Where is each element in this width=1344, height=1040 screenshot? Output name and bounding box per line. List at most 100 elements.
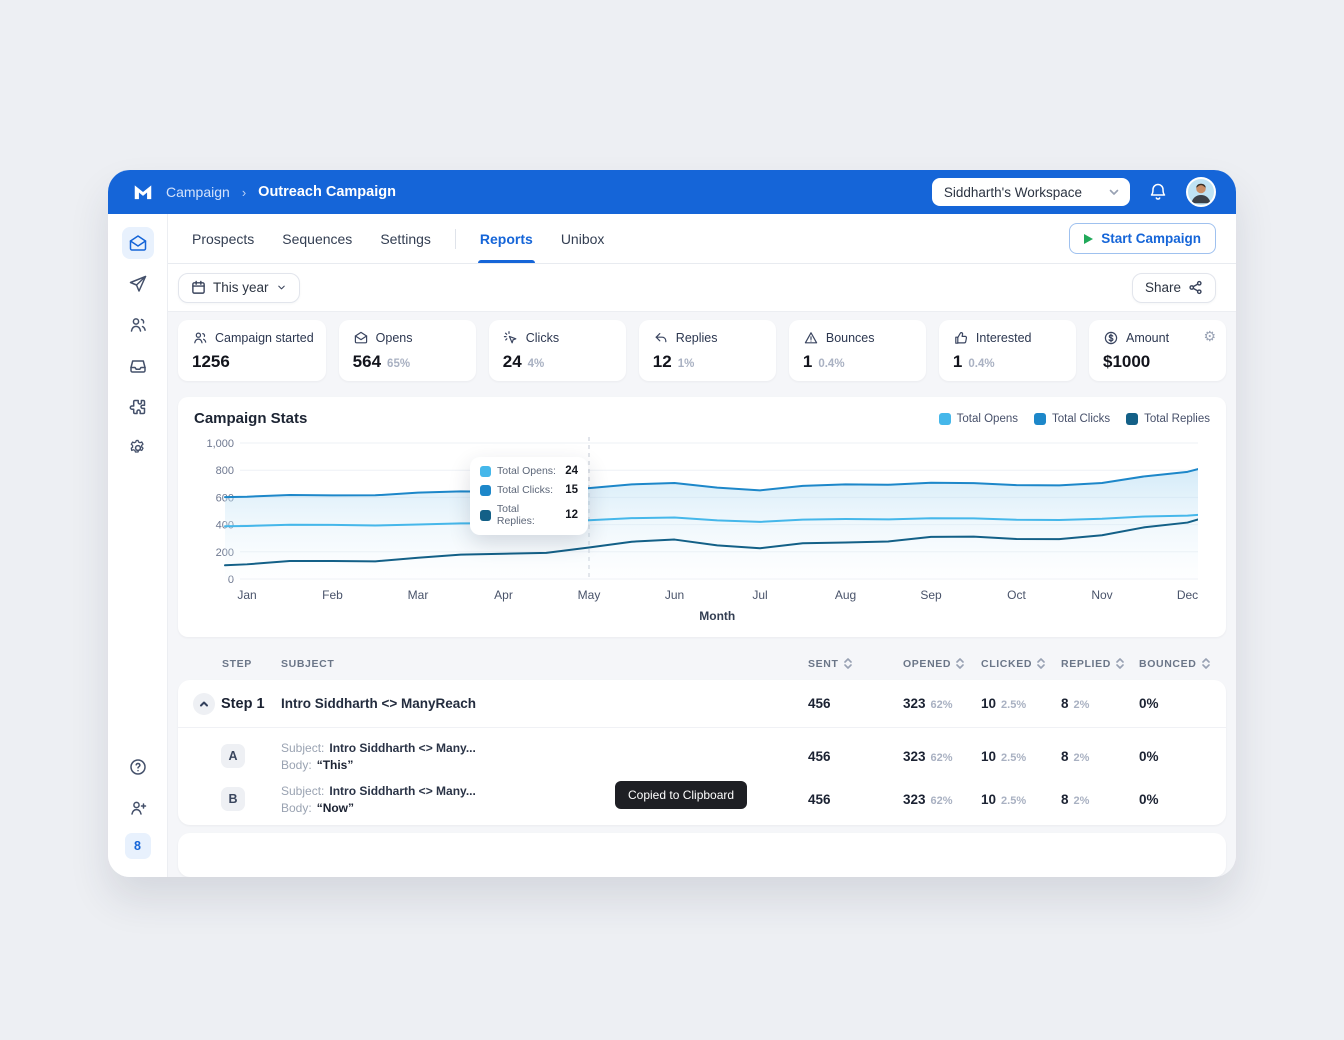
stat-value: 1	[952, 352, 963, 371]
svg-text:Sep: Sep	[920, 588, 942, 602]
stat-percent: 65%	[387, 358, 411, 370]
app-header: Campaign › Outreach Campaign Siddharth's…	[108, 170, 1236, 214]
mail-icon	[354, 331, 367, 344]
stat-value: 24	[502, 352, 522, 371]
column-opened[interactable]: OPENED	[903, 658, 981, 670]
stat-value: 12	[652, 352, 672, 371]
svg-text:Apr: Apr	[494, 588, 513, 602]
share-button[interactable]: Share	[1131, 272, 1216, 303]
stat-label: Interested	[975, 331, 1032, 345]
svg-text:Jun: Jun	[665, 588, 684, 602]
inbox-tray-icon	[129, 360, 146, 373]
stat-value: $1000	[1102, 352, 1151, 371]
breadcrumb-parent[interactable]: Campaign	[166, 184, 230, 200]
stat-percent: 0.4%	[818, 358, 845, 370]
bounced-value: 0%	[1139, 791, 1159, 807]
opened-value: 323 62%	[903, 696, 953, 711]
tab-unibox[interactable]: Unibox	[560, 230, 605, 247]
steps-table-header: STEP SUBJECT SENT OPENED CLICKED REPLIED…	[178, 647, 1226, 680]
stat-card-clicks: Clicks 24 4%	[488, 320, 626, 381]
step-subject: Intro Siddharth <> ManyReach	[281, 696, 477, 711]
stat-card-bounces: Bounces 1 0.4%	[788, 320, 926, 381]
replied-value: 8 2%	[1061, 791, 1090, 807]
subject-key: Subject:	[281, 783, 325, 798]
dollar-circle-icon	[1104, 331, 1118, 345]
variant-body: “This”	[316, 757, 354, 772]
column-sent[interactable]: SENT	[808, 658, 903, 670]
sort-icon	[956, 658, 964, 669]
variant-row-a[interactable]: A Subject: Intro Siddharth <> Many... Bod…	[178, 733, 1226, 779]
stat-label: Replies	[675, 331, 718, 345]
legend-total-opens: Total Opens	[938, 412, 1018, 425]
variant-subject: Intro Siddharth <> Many...	[329, 783, 476, 798]
sort-icon	[843, 658, 852, 669]
chart-tooltip: Total Opens: 24 Total Clicks: 15 Total Rep…	[470, 457, 588, 535]
column-clicked[interactable]: CLICKED	[981, 658, 1061, 670]
share-label: Share	[1144, 280, 1181, 295]
stat-label: Amount	[1125, 331, 1170, 345]
tab-bar: Prospects Sequences Settings Reports Uni…	[168, 214, 1236, 264]
column-replied[interactable]: REPLIED	[1061, 658, 1139, 670]
sidebar-item-inbox[interactable]	[122, 350, 154, 382]
variant-body: “Now”	[316, 800, 355, 815]
period-dropdown[interactable]: This year	[178, 272, 300, 303]
replied-value: 8 2%	[1061, 696, 1090, 711]
tab-settings[interactable]: Settings	[380, 230, 431, 247]
svg-text:Mar: Mar	[408, 588, 429, 602]
step-row[interactable]: Step 1 Intro Siddharth <> ManyReach 456 …	[178, 680, 1226, 727]
legend-swatch	[1126, 412, 1139, 425]
svg-text:Dec: Dec	[1177, 588, 1198, 602]
sidebar-item-campaigns[interactable]	[121, 227, 154, 259]
tab-prospects[interactable]: Prospects	[192, 230, 255, 247]
sidebar-item-send[interactable]	[122, 268, 154, 300]
collapse-step-button[interactable]	[193, 692, 215, 715]
stat-label: Campaign started	[215, 331, 314, 345]
sidebar-item-settings[interactable]	[122, 432, 154, 464]
start-campaign-button[interactable]: Start Campaign	[1069, 223, 1216, 254]
clicked-value: 10 2.5%	[981, 696, 1027, 711]
breadcrumb-separator: ›	[241, 184, 247, 200]
replied-value: 8 2%	[1061, 748, 1090, 764]
column-bounced[interactable]: BOUNCED	[1139, 658, 1214, 670]
sidebar-item-prospects[interactable]	[122, 309, 154, 341]
sidebar: 8	[108, 214, 168, 877]
period-label: This year	[213, 280, 269, 295]
help-circle-icon	[129, 759, 146, 775]
svg-text:Jul: Jul	[752, 588, 767, 602]
sent-value: 456	[808, 791, 831, 807]
sidebar-item-invite[interactable]	[122, 792, 154, 824]
tab-reports[interactable]: Reports	[466, 214, 547, 263]
users-icon	[194, 332, 207, 344]
sort-icon	[1116, 658, 1124, 669]
app-window: Campaign › Outreach Campaign Siddharth's…	[108, 170, 1236, 877]
sidebar-item-help[interactable]	[122, 751, 154, 783]
notifications-bell-icon[interactable]	[1148, 182, 1168, 202]
variant-row-b[interactable]: B Subject: Intro Siddharth <> Many... Bod…	[178, 779, 1226, 825]
stat-card-campaign-started: Campaign started 1256	[178, 320, 326, 381]
sent-value: 456	[808, 748, 831, 764]
tab-sequences[interactable]: Sequences	[282, 230, 353, 247]
sidebar-item-integrations[interactable]	[122, 391, 154, 423]
stat-card-replies: Replies 12 1%	[638, 320, 776, 381]
play-icon	[1084, 233, 1094, 244]
mail-open-icon	[129, 235, 146, 251]
stat-value: 1	[802, 352, 813, 371]
tooltip-row: Total Replies: 12	[480, 503, 578, 527]
next-step-card-partial[interactable]	[178, 833, 1226, 877]
sent-value: 456	[808, 696, 831, 711]
stat-percent: 4%	[527, 358, 545, 370]
gear-icon	[130, 439, 144, 453]
users-icon	[130, 318, 146, 332]
amount-settings-gear-icon[interactable]: ⚙	[1203, 328, 1217, 344]
variant-badge: A	[221, 744, 245, 768]
legend-swatch	[938, 412, 951, 425]
user-avatar[interactable]	[1186, 177, 1216, 207]
user-plus-icon	[130, 801, 146, 815]
sidebar-count-badge[interactable]: 8	[124, 833, 151, 859]
chevron-down-icon	[277, 285, 285, 290]
variant-subject: Intro Siddharth <> Many...	[329, 740, 476, 755]
chart-legend: Total Opens Total Clicks Total Replies	[938, 412, 1210, 425]
sort-icon	[1037, 658, 1045, 669]
workspace-selector[interactable]: Siddharth's Workspace	[931, 178, 1130, 206]
